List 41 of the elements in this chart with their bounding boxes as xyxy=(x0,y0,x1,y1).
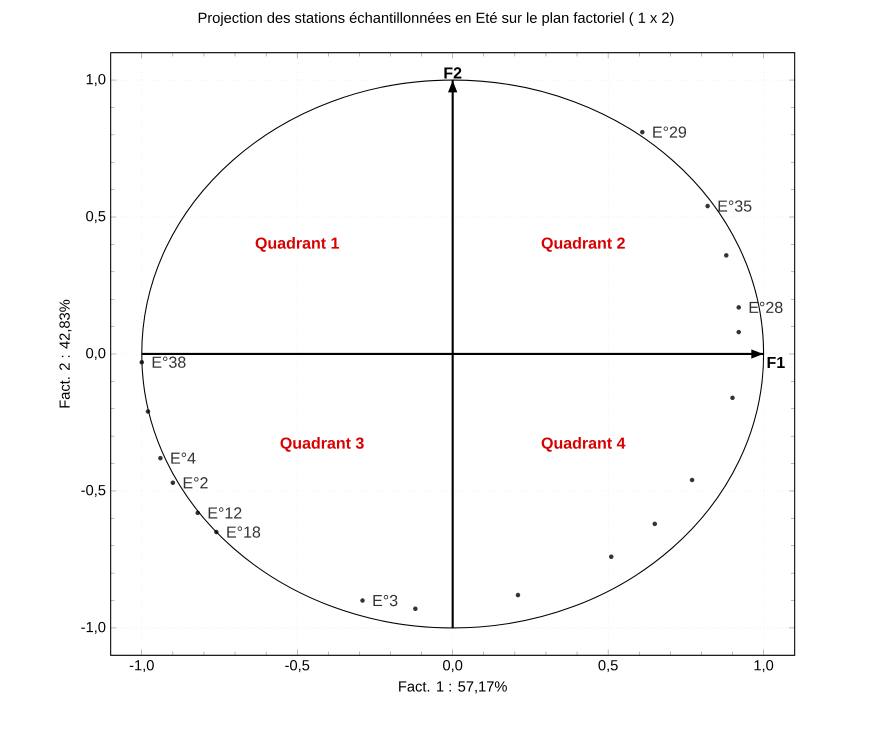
annotation: E°3 xyxy=(373,594,398,606)
x-tick-label: 0,5 xyxy=(598,660,618,672)
annotation: E°12 xyxy=(208,507,242,518)
x-tick-label: 0,0 xyxy=(443,660,462,672)
chart-title: Projection des stations échantillonnées en Eté sur le plan factoriel ( 1 x 2) xyxy=(198,12,674,26)
annotation: E°38 xyxy=(152,356,186,368)
point xyxy=(705,204,710,208)
point xyxy=(640,130,645,134)
y-tick-label: -1,0 xyxy=(81,622,106,634)
x-tick-label: 1,0 xyxy=(754,660,774,672)
ref-line-label: F1 xyxy=(768,356,785,368)
y-tick-label: 0,0 xyxy=(86,348,106,360)
point xyxy=(516,592,520,598)
annotation: E°18 xyxy=(227,526,260,538)
y-tick-label: 0,5 xyxy=(86,210,106,224)
point xyxy=(360,598,365,603)
point xyxy=(608,554,614,559)
y-axis-title: Fact. 2 : 42,83% xyxy=(59,300,72,408)
point xyxy=(413,606,418,612)
annotation: E°35 xyxy=(718,200,752,212)
point xyxy=(730,396,735,400)
point xyxy=(652,522,658,526)
y-tick-label: 1,0 xyxy=(86,74,106,86)
point xyxy=(736,305,741,310)
point xyxy=(690,478,694,482)
annotation: Quadrant 1 xyxy=(256,237,339,252)
annotation: Quadrant 3 xyxy=(280,437,364,452)
point xyxy=(724,253,729,258)
x-axis-title: Fact. 1 : 57,17% xyxy=(399,681,507,694)
x-tick-label: -0,5 xyxy=(285,660,310,672)
annotation: Quadrant 2 xyxy=(542,237,625,252)
y-tick-label: -0,5 xyxy=(81,484,106,498)
annotation: E°2 xyxy=(184,477,208,488)
point xyxy=(158,456,163,460)
annotation: E°4 xyxy=(171,452,196,464)
ref-line-label: F2 xyxy=(444,67,462,78)
point xyxy=(736,330,741,334)
x-tick-label: -1,0 xyxy=(130,660,154,672)
annotation: Quadrant 4 xyxy=(542,437,626,452)
point xyxy=(170,480,176,486)
annotation: E°29 xyxy=(653,126,686,138)
